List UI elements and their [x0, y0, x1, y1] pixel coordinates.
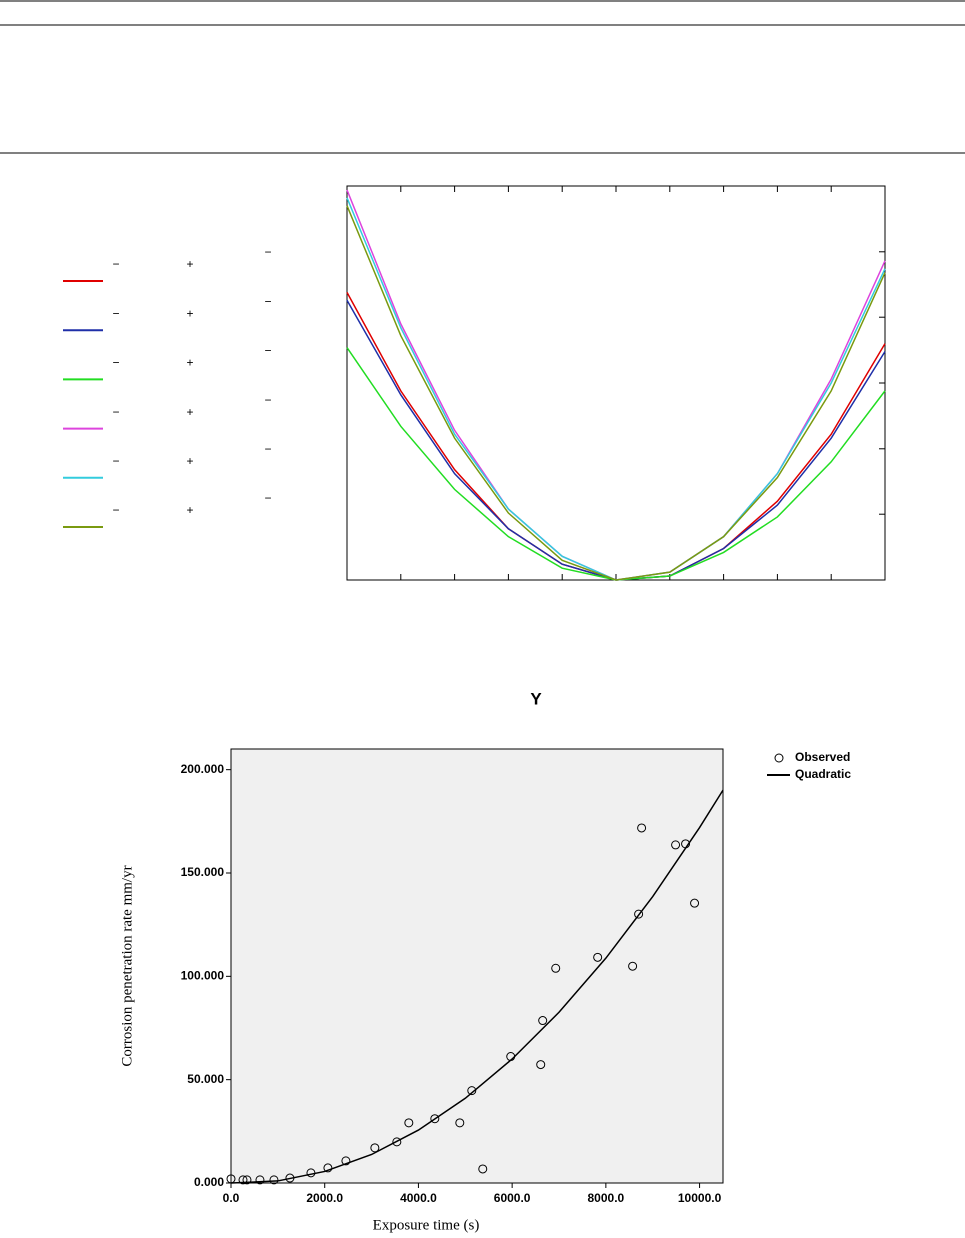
legend-label: Observed [795, 750, 850, 764]
y-tick-label: 200.000 [181, 762, 225, 776]
legend-swatch [774, 753, 784, 763]
y-tick-label: 100.000 [181, 969, 225, 983]
legend-sign: − [264, 442, 271, 456]
data-point [255, 1175, 265, 1185]
data-point [478, 1164, 488, 1174]
data-point [323, 1163, 333, 1173]
data-point [536, 1060, 546, 1070]
x-tick-label: 8000.0 [588, 1191, 625, 1205]
plot-frame [346, 185, 886, 581]
data-point [690, 898, 700, 908]
data-point [551, 963, 561, 973]
legend-sign: − [112, 503, 119, 517]
legend-sign: + [186, 257, 193, 271]
series-line [346, 205, 886, 581]
legend-label: Quadratic [795, 767, 851, 781]
legend-sign: − [264, 491, 271, 505]
series-line [230, 789, 724, 1184]
legend-sign: − [264, 344, 271, 358]
legend-sign: − [112, 405, 119, 419]
x-tick-label: 10000.0 [678, 1191, 722, 1205]
legend-sign: − [112, 356, 119, 370]
data-point [238, 1175, 248, 1185]
legend-sign: + [186, 454, 193, 468]
data-point [628, 961, 638, 971]
legend-sign: − [112, 306, 119, 320]
legend-sign: + [186, 356, 193, 370]
x-tick-label: 4000.0 [400, 1191, 437, 1205]
data-point [671, 840, 681, 850]
chart-title: Y [530, 689, 542, 708]
y-tick-label: 0.000 [194, 1175, 224, 1189]
data-point [404, 1118, 414, 1128]
data-point [593, 952, 603, 962]
data-point [455, 1118, 465, 1128]
data-point [242, 1175, 252, 1185]
x-axis-label: Exposure time (s) [373, 1217, 480, 1233]
legend-sign: − [112, 454, 119, 468]
x-tick-label: 2000.0 [306, 1191, 343, 1205]
legend-sign: + [186, 405, 193, 419]
legend-sign: − [264, 245, 271, 259]
legend-sign: + [186, 306, 193, 320]
data-point [467, 1086, 477, 1096]
legend-sign: − [264, 393, 271, 407]
data-point [269, 1175, 279, 1185]
data-point [341, 1156, 351, 1166]
y-axis-label: Corrosion penetration rate mm/yr [119, 865, 135, 1066]
data-point [430, 1114, 440, 1124]
y-tick-label: 150.000 [181, 865, 225, 879]
legend-sign: − [112, 257, 119, 271]
x-tick-label: 0.0 [223, 1191, 240, 1205]
x-tick-label: 6000.0 [494, 1191, 531, 1205]
legend-sign: + [186, 503, 193, 517]
data-point [538, 1016, 548, 1026]
data-point [637, 823, 647, 833]
legend-sign: − [264, 294, 271, 308]
data-point [392, 1137, 402, 1147]
data-point [634, 909, 644, 919]
plot-frame [230, 748, 724, 1184]
data-point [370, 1143, 380, 1153]
y-tick-label: 50.000 [187, 1072, 224, 1086]
